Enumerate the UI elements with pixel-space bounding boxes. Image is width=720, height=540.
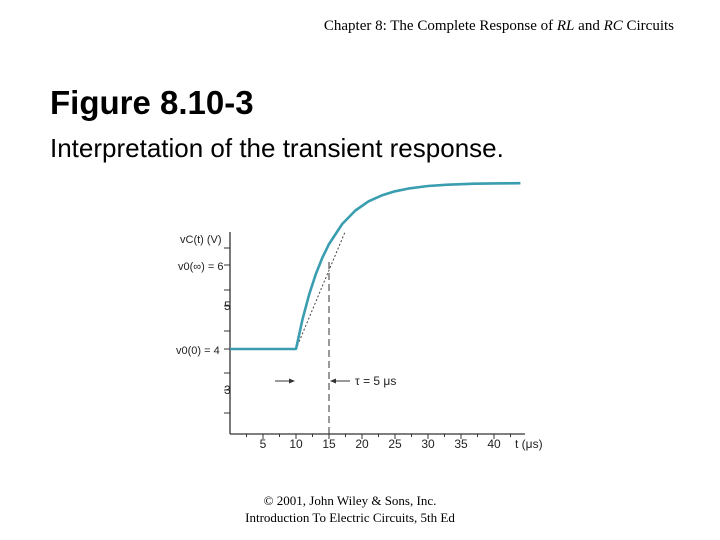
y-tick-label: 3 xyxy=(224,383,231,397)
figure-title: Figure 8.10-3 xyxy=(50,84,254,121)
header-prefix: Chapter 8: The Complete Response of xyxy=(323,18,557,34)
x-axis-label: t (μs) xyxy=(515,437,543,451)
x-tick-label: 40 xyxy=(487,437,501,451)
copyright-footer: © 2001, John Wiley & Sons, Inc. Introduc… xyxy=(0,492,700,526)
figure-subtitle: Interpretation of the transient response… xyxy=(50,133,504,163)
x-tick-label: 25 xyxy=(388,437,402,451)
header-suffix: Circuits xyxy=(622,18,675,34)
x-tick-label: 15 xyxy=(322,437,336,451)
x-tick-label: 30 xyxy=(421,437,435,451)
response-curve xyxy=(230,181,521,351)
y-tick-label: v0(∞) = 6 xyxy=(178,261,223,273)
tau-arrowhead-left xyxy=(289,378,295,384)
x-tick-label: 10 xyxy=(289,437,303,451)
tangent-line xyxy=(295,231,346,350)
book-title-line: Introduction To Electric Circuits, 5th E… xyxy=(245,510,455,525)
header-rl: RL xyxy=(556,18,575,34)
tau-arrowhead-right xyxy=(330,378,336,384)
chapter-header: Chapter 8: The Complete Response of RL a… xyxy=(324,18,674,35)
y-axis-label: vC(t) (V) xyxy=(180,234,222,246)
x-tick-label: 5 xyxy=(260,437,267,451)
y-tick-label: 5 xyxy=(224,299,231,313)
x-tick-label: 20 xyxy=(355,437,369,451)
copyright-line: © 2001, John Wiley & Sons, Inc. xyxy=(263,493,437,508)
x-tick-label: 35 xyxy=(454,437,468,451)
header-and: and xyxy=(574,18,604,34)
y-tick-label: v0(0) = 4 xyxy=(176,345,220,357)
header-rc: RC xyxy=(603,18,623,34)
tau-label: τ = 5 μs xyxy=(355,374,396,388)
